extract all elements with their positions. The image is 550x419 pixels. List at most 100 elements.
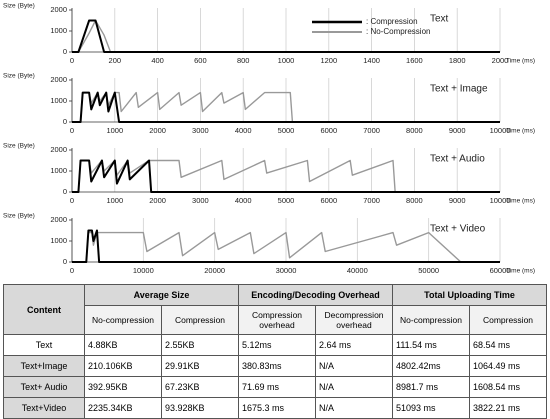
x-tick-label: 20000 <box>204 266 225 275</box>
x-tick-label: 0 <box>70 196 74 205</box>
table-cell: 2235.34KB <box>84 397 162 419</box>
y-tick-label: 1000 <box>50 236 67 245</box>
x-tick-label: 8000 <box>406 196 423 205</box>
series-line <box>72 19 500 53</box>
x-tick-label: 5000 <box>278 126 295 135</box>
table-cell: 71.69 ms <box>238 376 316 398</box>
table-cell: 111.54 ms <box>392 334 470 356</box>
x-tick-label: 2000 <box>492 56 509 65</box>
x-tick-label: 600 <box>194 56 207 65</box>
x-tick-label: 2000 <box>149 196 166 205</box>
sub-header: No-compression <box>392 305 470 335</box>
annotation: Text + Video <box>430 224 486 235</box>
table-row: Text 4.88KB 2.55KB 5.12ms 2.64 ms 111.54 ms 68… <box>3 334 547 356</box>
x-tick-label: 6000 <box>320 126 337 135</box>
x-tick-label: 800 <box>237 56 250 65</box>
table-cell: 8981.7 ms <box>392 376 470 398</box>
x-tick-label: 4000 <box>235 196 252 205</box>
y-tick-label: 2000 <box>50 215 67 224</box>
x-tick-label: 30000 <box>276 266 297 275</box>
column-header: Average Size <box>84 284 239 306</box>
x-tick-label: 3000 <box>192 126 209 135</box>
sub-header: No-compression <box>84 305 162 335</box>
x-tick-label: 60000 <box>490 266 511 275</box>
x-tick-label: 10000 <box>133 266 154 275</box>
x-tick-label: 9000 <box>449 196 466 205</box>
x-axis-label: Time (ms) <box>506 198 535 205</box>
row-header: Text+Image <box>3 355 85 377</box>
table-cell: 3822.21 ms <box>469 397 547 419</box>
annotation: Text + Audio <box>430 154 485 165</box>
table-row: Text+Image 210.106KB 29.91KB 380.83ms N/A 480… <box>3 355 547 377</box>
y-tick-label: 0 <box>63 187 67 196</box>
x-tick-label: 1800 <box>449 56 466 65</box>
table-cell: 29.91KB <box>161 355 239 377</box>
table-row: Text+Video 2235.34KB 93.928KB 1675.3 ms N/A 5… <box>3 397 547 419</box>
x-axis-label: Time (ms) <box>506 128 535 135</box>
y-tick-label: 0 <box>63 47 67 56</box>
series-line <box>72 231 500 263</box>
series-line <box>72 91 500 123</box>
table-cell: 4802.42ms <box>392 355 470 377</box>
x-tick-label: 0 <box>70 126 74 135</box>
results-table: Content Average Size Encoding/Decoding Ove… <box>3 284 547 419</box>
x-tick-label: 5000 <box>278 196 295 205</box>
x-tick-label: 400 <box>151 56 164 65</box>
column-header: Encoding/Decoding Overhead <box>238 284 393 306</box>
table-cell: 68.54 ms <box>469 334 547 356</box>
x-tick-label: 10000 <box>490 196 511 205</box>
row-header: Text+ Audio <box>3 376 85 398</box>
x-tick-label: 1200 <box>320 56 337 65</box>
y-tick-label: 1000 <box>50 96 67 105</box>
y-tick-label: 2000 <box>50 75 67 84</box>
x-tick-label: 3000 <box>192 196 209 205</box>
x-tick-label: 7000 <box>363 196 380 205</box>
x-tick-label: 9000 <box>449 126 466 135</box>
legend-label: : Compression <box>366 17 418 26</box>
x-tick-label: 2000 <box>149 126 166 135</box>
table-cell: 5.12ms <box>238 334 316 356</box>
sub-header: Compression overhead <box>238 305 316 335</box>
x-tick-label: 1400 <box>363 56 380 65</box>
column-header: Total Uploading Time <box>392 284 547 306</box>
x-tick-label: 10000 <box>490 126 511 135</box>
table-cell: 4.88KB <box>84 334 162 356</box>
x-tick-label: 40000 <box>347 266 368 275</box>
table-cell: 51093 ms <box>392 397 470 419</box>
series-line <box>72 159 500 193</box>
series-line <box>72 159 500 193</box>
annotation: Text <box>430 14 449 25</box>
series-line <box>72 229 500 263</box>
table-cell: N/A <box>315 376 393 398</box>
y-tick-label: 1000 <box>50 166 67 175</box>
y-tick-label: 0 <box>63 257 67 266</box>
y-axis-label: Size (Byte) <box>3 73 35 80</box>
legend-label: : No-Compression <box>366 27 430 36</box>
annotation: Text + Image <box>430 84 488 95</box>
table-cell: 380.83ms <box>238 355 316 377</box>
x-tick-label: 8000 <box>406 126 423 135</box>
x-tick-label: 1600 <box>406 56 423 65</box>
table-cell: 2.55KB <box>161 334 239 356</box>
x-tick-label: 7000 <box>363 126 380 135</box>
table-cell: 210.106KB <box>84 355 162 377</box>
table-cell: N/A <box>315 397 393 419</box>
x-tick-label: 0 <box>70 266 74 275</box>
sub-header: Compression <box>161 305 239 335</box>
x-tick-label: 6000 <box>320 196 337 205</box>
table-cell: 67.23KB <box>161 376 239 398</box>
table-cell: 1608.54 ms <box>469 376 547 398</box>
x-tick-label: 1000 <box>106 126 123 135</box>
table-cell: 93.928KB <box>161 397 239 419</box>
y-tick-label: 0 <box>63 117 67 126</box>
table-cell: 392.95KB <box>84 376 162 398</box>
x-axis-label: Time (ms) <box>506 268 535 275</box>
y-axis-label: Size (Byte) <box>3 213 35 220</box>
table-cell: 2.64 ms <box>315 334 393 356</box>
x-tick-label: 1000 <box>278 56 295 65</box>
x-tick-label: 4000 <box>235 126 252 135</box>
charts: Size (Byte) 0 200 400 600 800 1000 1200 1400 1600… <box>3 3 535 275</box>
table-cell: 1064.49 ms <box>469 355 547 377</box>
table-cell: N/A <box>315 355 393 377</box>
